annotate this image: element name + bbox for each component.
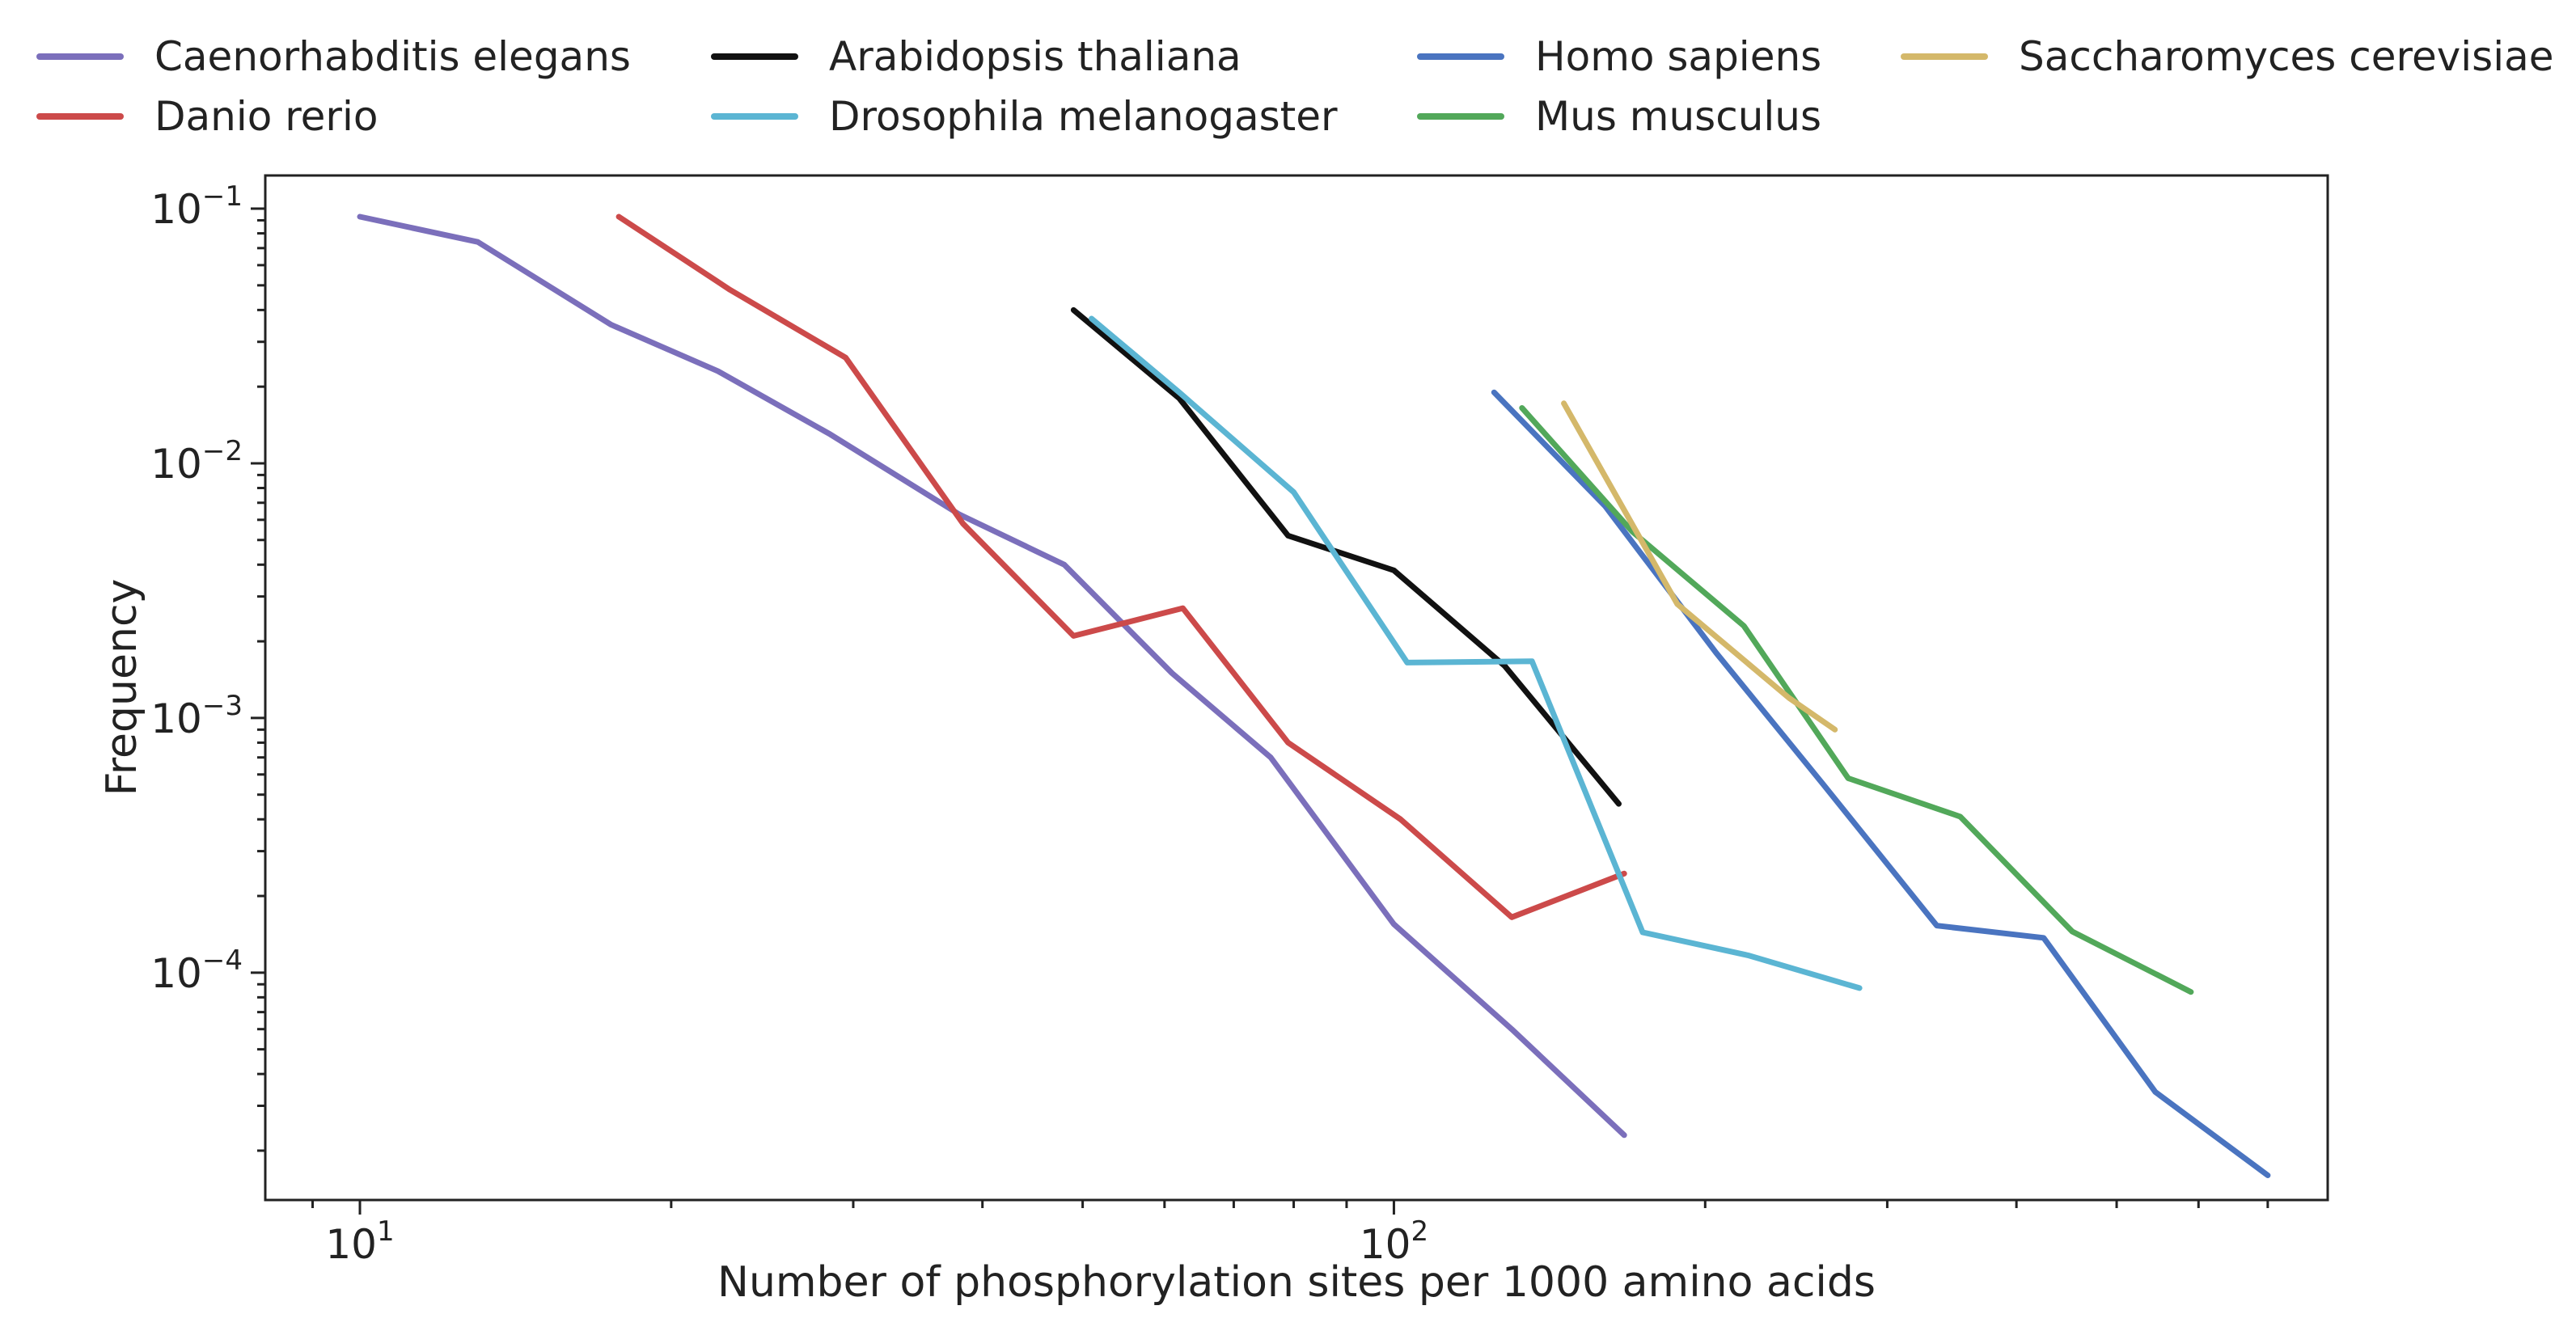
series-line-drosophila-melanogaster <box>1089 315 1863 991</box>
series-line-caenorhabditis-elegans <box>357 213 1627 1139</box>
legend-item-drosophila-melanogaster: Drosophila melanogaster <box>711 87 1338 146</box>
y-tick-label: 10−2 <box>150 435 243 488</box>
legend-label: Saccharomyces cerevisiae <box>2019 33 2554 80</box>
y-tick-label: 10−1 <box>150 180 243 233</box>
x-tick-label: 101 <box>325 1215 394 1268</box>
legend: Caenorhabditis elegans Danio rerio Arabi… <box>0 0 2576 162</box>
legend-label: Homo sapiens <box>1535 33 1822 80</box>
series-line-danio-rerio <box>615 213 1627 920</box>
legend-swatch-icon <box>1417 53 1504 60</box>
legend-swatch-icon <box>1901 53 1988 60</box>
legend-swatch-icon <box>36 113 124 120</box>
legend-label: Caenorhabditis elegans <box>154 33 631 80</box>
x-axis-label: Number of phosphorylation sites per 1000… <box>717 1258 1876 1307</box>
y-axis-label: Frequency <box>98 579 146 796</box>
legend-swatch-icon <box>1417 113 1504 120</box>
legend-swatch-icon <box>711 113 798 120</box>
y-tick-label: 10−3 <box>150 690 243 742</box>
plot-frame <box>264 174 2329 1202</box>
legend-swatch-icon <box>36 53 124 60</box>
legend-label: Danio rerio <box>154 93 379 140</box>
legend-label: Drosophila melanogaster <box>829 93 1338 140</box>
series-layer <box>357 213 2271 1178</box>
series-line-arabidopsis-thaliana <box>1070 306 1622 807</box>
y-tick-label: 10−4 <box>150 944 243 997</box>
legend-swatch-icon <box>711 53 798 60</box>
series-line-saccharomyces-cerevisiae <box>1561 400 1838 733</box>
legend-item-homo-sapiens: Homo sapiens <box>1417 27 1821 86</box>
series-line-homo-sapiens <box>1491 389 2271 1178</box>
legend-label: Arabidopsis thaliana <box>829 33 1241 80</box>
legend-item-caenorhabditis-elegans: Caenorhabditis elegans <box>36 27 631 86</box>
legend-item-saccharomyces-cerevisiae: Saccharomyces cerevisiae <box>1901 27 2554 86</box>
series-line-mus-musculus <box>1519 405 2194 995</box>
legend-item-arabidopsis-thaliana: Arabidopsis thaliana <box>711 27 1241 86</box>
legend-label: Mus musculus <box>1535 93 1822 140</box>
legend-item-danio-rerio: Danio rerio <box>36 87 378 146</box>
legend-item-mus-musculus: Mus musculus <box>1417 87 1821 146</box>
